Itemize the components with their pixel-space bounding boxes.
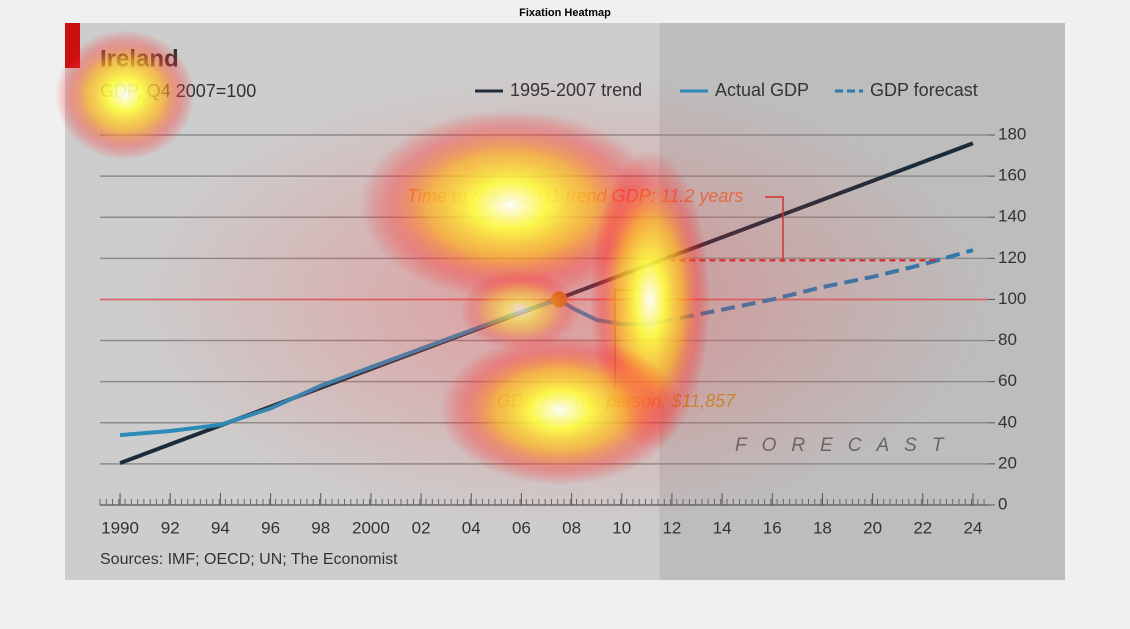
x-tick-label: 24 xyxy=(963,518,982,537)
x-tick-label: 12 xyxy=(662,518,681,537)
highlight-point xyxy=(551,291,568,308)
y-tick-label: 40 xyxy=(998,412,1017,431)
x-tick-label: 96 xyxy=(261,518,280,537)
x-tick-label: 10 xyxy=(612,518,631,537)
y-tick-label: 80 xyxy=(998,330,1017,349)
chart-title: Ireland xyxy=(100,45,179,72)
y-tick-label: 160 xyxy=(998,166,1026,185)
x-tick-label: 1990 xyxy=(101,518,139,537)
figure-title: Fixation Heatmap xyxy=(519,7,611,19)
y-tick-label: 0 xyxy=(998,494,1007,513)
annotation: GDP gap per person: $11,857 xyxy=(497,391,736,411)
y-tick-label: 140 xyxy=(998,207,1026,226)
legend-label: 1995-2007 trend xyxy=(510,80,642,100)
y-tick-label: 100 xyxy=(998,289,1026,308)
x-tick-label: 16 xyxy=(763,518,782,537)
y-tick-label: 180 xyxy=(998,124,1026,143)
x-tick-label: 04 xyxy=(462,518,481,537)
y-tick-label: 120 xyxy=(998,248,1026,267)
x-tick-label: 14 xyxy=(713,518,732,537)
x-tick-label: 22 xyxy=(913,518,932,537)
legend-label: GDP forecast xyxy=(870,80,978,100)
y-tick-label: 60 xyxy=(998,371,1017,390)
x-tick-label: 94 xyxy=(211,518,230,537)
x-tick-label: 20 xyxy=(863,518,882,537)
chart-subtitle: GDP, Q4 2007=100 xyxy=(100,81,256,101)
x-tick-label: 92 xyxy=(161,518,180,537)
brand-tab xyxy=(65,23,80,68)
x-tick-label: 2000 xyxy=(352,518,390,537)
y-tick-label: 20 xyxy=(998,453,1017,472)
x-tick-label: 06 xyxy=(512,518,531,537)
x-tick-label: 02 xyxy=(412,518,431,537)
x-tick-label: 18 xyxy=(813,518,832,537)
source: Sources: IMF; OECD; UN; The Economist xyxy=(100,551,398,568)
legend-label: Actual GDP xyxy=(715,80,809,100)
x-tick-label: 98 xyxy=(311,518,330,537)
x-tick-label: 08 xyxy=(562,518,581,537)
forecast-label: FORECAST xyxy=(735,435,958,456)
annotation: Time to reach 2011 trend GDP: 11.2 years xyxy=(407,186,743,206)
